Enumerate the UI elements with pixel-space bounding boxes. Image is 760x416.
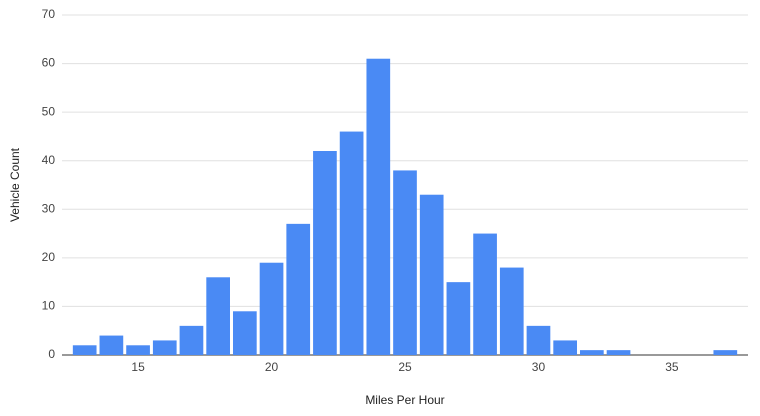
bar [393, 170, 417, 355]
bar [99, 335, 124, 355]
x-tick-label: 25 [398, 360, 412, 374]
bar [499, 267, 524, 355]
bar [232, 311, 257, 355]
bar [606, 350, 631, 355]
bar [313, 151, 337, 355]
bar [553, 340, 578, 355]
y-tick-label: 70 [42, 7, 56, 21]
y-tick-label: 10 [42, 299, 56, 313]
y-tick-label: 30 [42, 201, 56, 215]
y-tick-label: 60 [42, 56, 56, 70]
bar [286, 223, 311, 355]
y-tick-label: 50 [42, 104, 56, 118]
y-tick-label: 0 [48, 347, 55, 361]
x-tick-label: 35 [665, 360, 679, 374]
x-tick-label: 20 [265, 360, 279, 374]
bar [72, 345, 97, 355]
bar [419, 194, 444, 355]
bar [179, 325, 204, 355]
bar [339, 131, 364, 355]
bar [713, 350, 738, 355]
x-axis-title: Miles Per Hour [365, 393, 444, 407]
bar [259, 262, 284, 355]
bar [526, 325, 551, 355]
bar [366, 58, 391, 355]
bar [126, 345, 150, 355]
y-tick-label: 20 [42, 250, 56, 264]
y-tick-label: 40 [42, 153, 56, 167]
bar [580, 350, 604, 355]
x-tick-label: 30 [532, 360, 546, 374]
bar [473, 233, 497, 355]
bar [152, 340, 177, 355]
y-axis-title: Vehicle Count [8, 147, 22, 222]
bar [446, 282, 471, 355]
x-tick-label: 15 [131, 360, 145, 374]
bar [206, 277, 230, 355]
